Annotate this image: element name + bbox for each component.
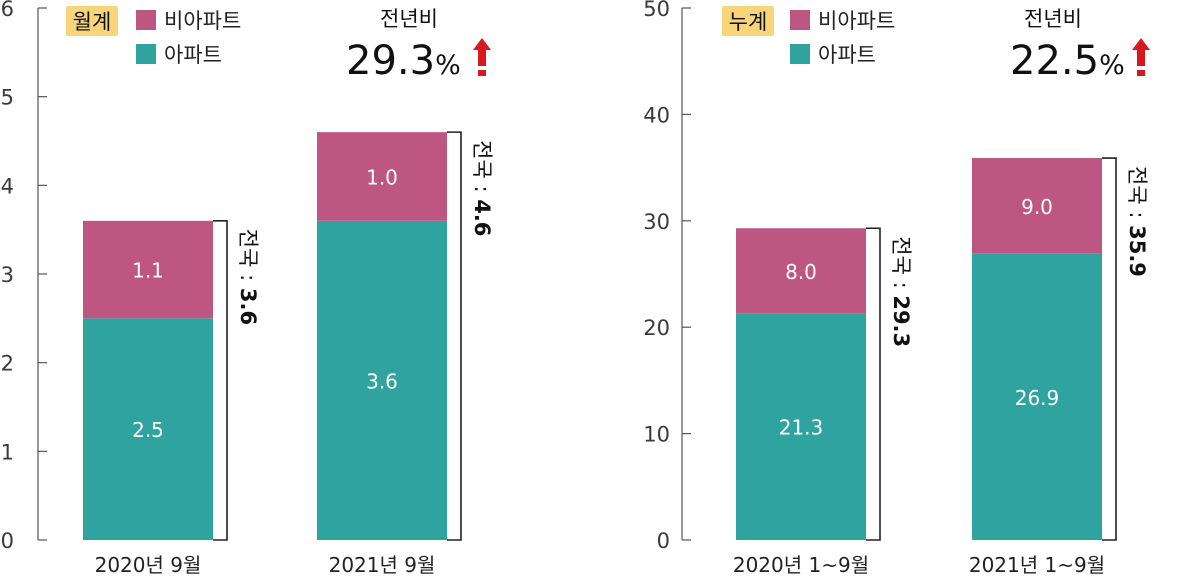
bar-value-label: 1.1: [132, 259, 164, 283]
x-category-label: 2021년 1~9월: [969, 553, 1105, 577]
bar-non-apartment-2: [972, 158, 1102, 254]
y-tick-label: 3: [1, 263, 14, 287]
bar-apartment-2: [317, 220, 447, 541]
bar-value-label: 21.3: [779, 416, 824, 440]
total-prefix: 전국 :: [470, 140, 494, 199]
yoy-value-text: 29.3%: [346, 38, 461, 84]
y-tick-label: 6: [1, 0, 14, 21]
yoy-value: 22.5: [1010, 38, 1099, 84]
bar-value-label: 1.0: [366, 165, 398, 189]
legend-label: 비아파트: [818, 9, 895, 33]
badge-background: [722, 6, 774, 36]
y-tick-label: 10: [643, 423, 670, 447]
up-arrow-icon: [473, 38, 491, 66]
bar-value-label: 26.9: [1015, 386, 1060, 410]
y-tick-label: 0: [1, 529, 14, 553]
y-tick-label: 5: [1, 86, 14, 110]
bar-value-label: 2.5: [132, 418, 164, 442]
total-bracket: [213, 220, 228, 541]
bar-non-apartment-1: [83, 220, 213, 319]
legend-swatch: [790, 10, 810, 30]
total-label: 전국 : 3.6: [236, 229, 260, 325]
total-label: 전국 : 29.3: [889, 236, 913, 347]
bar-apartment-1: [83, 318, 213, 540]
total-value: 4.6: [470, 199, 494, 236]
y-tick-label: 4: [1, 174, 14, 198]
bar-non-apartment-1: [736, 228, 866, 314]
total-value: 3.6: [236, 288, 260, 325]
bar-value-label: 8.0: [785, 260, 817, 284]
total-prefix: 전국 :: [236, 229, 260, 288]
total-value: 35.9: [1125, 225, 1149, 277]
y-tick-label: 20: [643, 316, 670, 340]
total-bracket: [1102, 157, 1117, 541]
y-tick-label: 30: [643, 210, 670, 234]
y-tick-label: 40: [643, 103, 670, 127]
yoy-unit: %: [1099, 50, 1125, 81]
yoy-unit: %: [435, 50, 461, 81]
legend-swatch: [136, 10, 156, 30]
y-tick-label: 0: [657, 529, 670, 553]
badge-label: 누계: [729, 10, 768, 34]
total-prefix: 전국 :: [889, 236, 913, 295]
total-value: 29.3: [889, 295, 913, 347]
total-label: 전국 : 4.6: [470, 140, 494, 236]
bar-non-apartment-2: [317, 132, 447, 221]
x-category-label: 2020년 1~9월: [733, 553, 869, 577]
badge-background: [66, 6, 118, 36]
legend-swatch: [790, 44, 810, 64]
legend-label: 비아파트: [164, 9, 241, 33]
y-tick-label: 2: [1, 352, 14, 376]
yoy-label: 전년비: [380, 7, 438, 31]
y-tick-label: 50: [643, 0, 670, 21]
x-category-label: 2020년 9월: [95, 553, 202, 577]
bar-apartment-1: [736, 313, 866, 540]
chart-panel-2: 0 10 20 30 40 50 21.3 8.0 전국 : 29.3 2020년 1~9월 26.…: [643, 0, 1150, 577]
chart-panel-1: 0 1 2 3 4 5 6 2.5 1.1 전국 : 3.6 2020년 9월 3.6 1.0 전국 : …: [1, 0, 494, 577]
total-prefix: 전국 :: [1125, 166, 1149, 225]
yoy-value-text: 22.5%: [1010, 38, 1125, 84]
total-bracket: [447, 131, 462, 541]
y-tick-label: 1: [1, 440, 14, 464]
yoy-label: 전년비: [1024, 7, 1082, 31]
badge-label: 월계: [73, 10, 112, 34]
legend-label: 아파트: [164, 43, 222, 67]
bar-value-label: 9.0: [1021, 195, 1053, 219]
legend-swatch: [136, 44, 156, 64]
total-bracket: [866, 227, 881, 541]
yoy-value: 29.3: [346, 38, 435, 84]
x-category-label: 2021년 9월: [329, 553, 436, 577]
up-arrow-base-icon: [478, 70, 486, 76]
bar-apartment-2: [972, 253, 1102, 540]
bar-value-label: 3.6: [366, 369, 398, 393]
up-arrow-base-icon: [1137, 70, 1145, 76]
total-label: 전국 : 35.9: [1125, 166, 1149, 277]
up-arrow-icon: [1132, 38, 1150, 66]
legend-label: 아파트: [818, 43, 876, 67]
